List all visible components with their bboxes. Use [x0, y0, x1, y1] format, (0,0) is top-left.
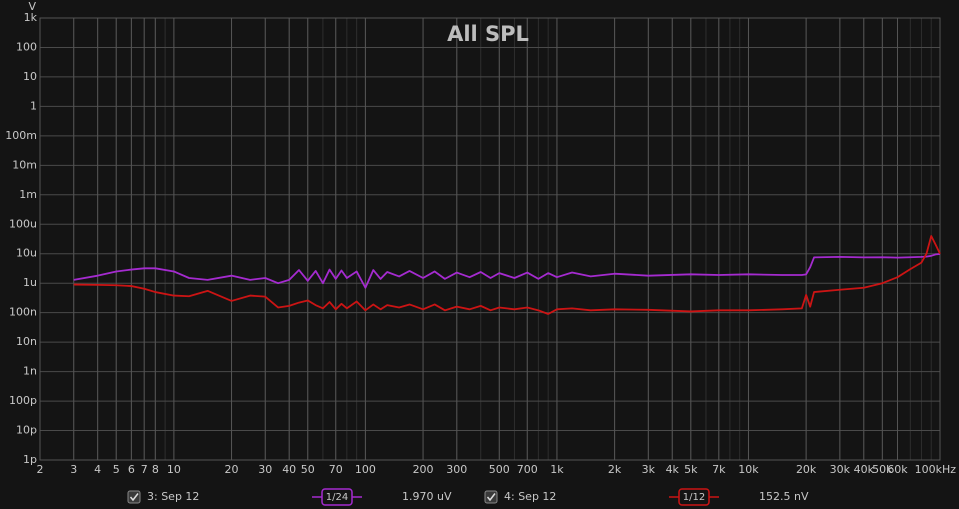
- x-tick-label: 50: [301, 463, 315, 476]
- cursor-value: 152.5 nV: [759, 490, 809, 503]
- y-tick-label: 10n: [16, 335, 37, 348]
- x-tick-label: 50k: [872, 463, 893, 476]
- y-tick-label: 1u: [23, 276, 37, 289]
- y-tick-label: 10m: [12, 158, 37, 171]
- legend-check: [129, 493, 139, 502]
- x-tick-label: 20: [225, 463, 239, 476]
- legend-checkbox[interactable]: [127, 490, 141, 504]
- x-tick-label: 30k: [830, 463, 851, 476]
- x-tick-label: 10k: [738, 463, 759, 476]
- smoothing-label: 1/12: [683, 492, 705, 503]
- x-tick-label: 5: [113, 463, 120, 476]
- x-tick-label: 7: [141, 463, 148, 476]
- x-tick-label: 5k: [684, 463, 698, 476]
- y-tick-label: 1: [30, 99, 37, 112]
- x-tick-label: 10: [167, 463, 181, 476]
- x-tick-label: 20k: [796, 463, 817, 476]
- y-tick-label: 1m: [19, 188, 37, 201]
- y-tick-label: 100p: [9, 394, 37, 407]
- y-tick-label: 10: [23, 70, 37, 83]
- plot-border: [39, 17, 941, 461]
- legend-name: 3: Sep 12: [147, 490, 199, 503]
- y-tick-label: 1n: [23, 365, 37, 378]
- y-tick-label: 100: [16, 40, 37, 53]
- x-tick-label: 70: [329, 463, 343, 476]
- x-tick-label: 100kHz: [915, 463, 957, 476]
- x-tick-label: 700: [517, 463, 538, 476]
- chart-title: All SPL: [447, 22, 529, 46]
- x-tick-label: 300: [446, 463, 467, 476]
- y-tick-label: 10p: [16, 424, 37, 437]
- x-tick-label: 30: [258, 463, 272, 476]
- x-tick-label: 2: [37, 463, 44, 476]
- x-tick-label: 8: [152, 463, 159, 476]
- legend-checkbox[interactable]: [484, 490, 498, 504]
- x-tick-label: 500: [489, 463, 510, 476]
- x-tick-label: 4: [94, 463, 101, 476]
- cursor-value: 1.970 uV: [402, 490, 452, 503]
- x-tick-label: 2k: [608, 463, 622, 476]
- x-tick-label: 3k: [642, 463, 656, 476]
- smoothing-box[interactable]: [321, 488, 353, 506]
- x-tick-label: 1k: [550, 463, 564, 476]
- y-axis-label: V: [28, 0, 36, 13]
- series-line: [73, 235, 941, 315]
- grid: 1p 10p 100p 1n 10n 100n 1u 10u 100u 1m 10m 100m 1 10 1…: [5, 11, 956, 476]
- y-tick-label: 1k: [24, 11, 38, 24]
- x-tick-label: 40: [282, 463, 296, 476]
- x-tick-label: 6: [128, 463, 135, 476]
- legend-item: 4: Sep 12 1/12 152.5 nV: [484, 488, 809, 506]
- x-tick-label: 100: [355, 463, 376, 476]
- y-tick-label: 100m: [5, 129, 37, 142]
- smoothing-label: 1/24: [326, 492, 348, 503]
- legend: 3: Sep 12 1/24 1.970 uV 4: Sep 12 1/12 152.5 …: [127, 488, 809, 506]
- y-tick-label: 1p: [23, 453, 37, 466]
- y-tick-label: 10u: [16, 247, 37, 260]
- legend-check: [486, 493, 496, 502]
- x-tick-label: 4k: [666, 463, 680, 476]
- y-tick-label: 100n: [9, 306, 37, 319]
- x-tick-label: 60k: [887, 463, 908, 476]
- x-tick-label: 40k: [854, 463, 875, 476]
- x-tick-label: 7k: [712, 463, 726, 476]
- legend-item: 3: Sep 12 1/24 1.970 uV: [127, 488, 452, 506]
- smoothing-box[interactable]: [678, 488, 710, 506]
- plot-lines: [73, 235, 941, 315]
- y-tick-label: 100u: [9, 217, 37, 230]
- legend-name: 4: Sep 12: [504, 490, 556, 503]
- series-line: [73, 253, 941, 289]
- x-tick-label: 3: [70, 463, 77, 476]
- x-tick-label: 200: [413, 463, 434, 476]
